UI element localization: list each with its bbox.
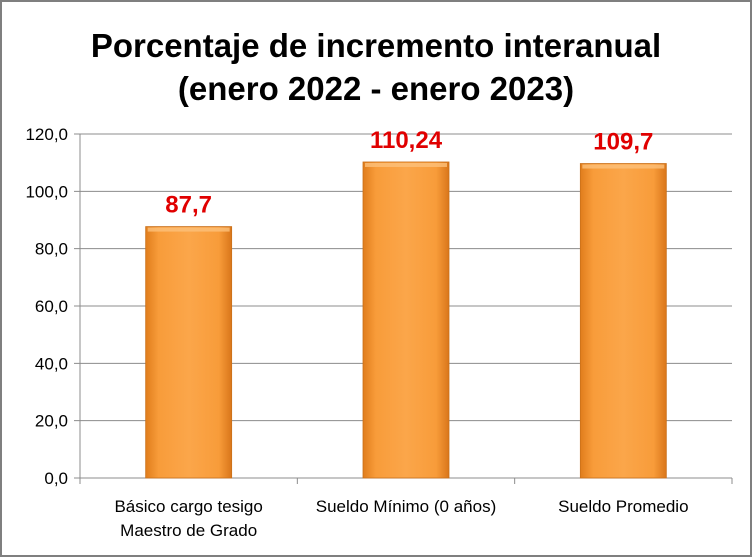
bar <box>145 226 233 479</box>
bar-highlight <box>365 162 447 167</box>
x-tick-label: Sueldo Mínimo (0 años) <box>316 497 496 516</box>
y-tick-label: 20,0 <box>35 412 68 431</box>
y-tick-label: 0,0 <box>44 469 68 488</box>
y-tick-label: 100,0 <box>25 182 68 201</box>
y-tick-label: 120,0 <box>25 125 68 144</box>
bar-highlight <box>582 164 665 169</box>
y-tick-label: 40,0 <box>35 354 68 373</box>
y-tick-label: 80,0 <box>35 240 68 259</box>
y-tick-label: 60,0 <box>35 297 68 316</box>
x-tick-label: Maestro de Grado <box>120 521 257 540</box>
bar <box>362 161 450 479</box>
data-label: 87,7 <box>165 192 212 219</box>
bar <box>579 163 667 479</box>
data-label: 110,24 <box>370 127 443 154</box>
chart-title-line-1: Porcentaje de incremento interanual <box>91 27 661 64</box>
bar-highlight <box>147 227 230 232</box>
x-tick-label: Básico cargo tesigo <box>114 497 262 516</box>
x-tick-label: Sueldo Promedio <box>558 497 688 516</box>
data-label: 109,7 <box>593 129 653 156</box>
chart-title-line-2: (enero 2022 - enero 2023) <box>178 70 574 107</box>
